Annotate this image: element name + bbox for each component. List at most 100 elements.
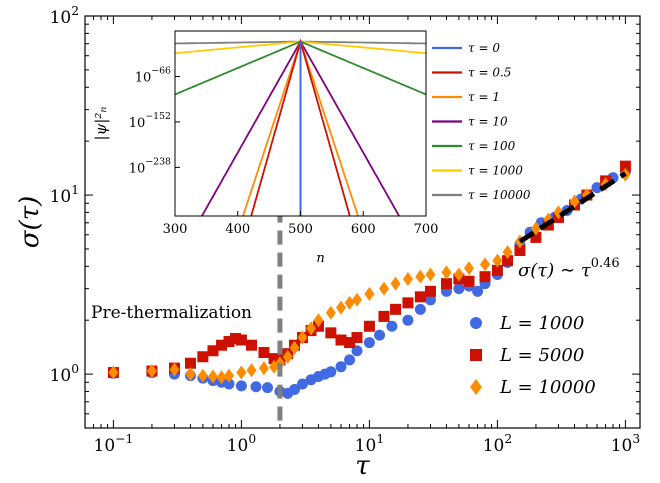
data-point (223, 368, 234, 383)
inset-legend-label: τ = 0 (468, 41, 500, 55)
data-point (246, 339, 258, 351)
data-point (146, 364, 157, 379)
x-tick-label: 100 (227, 432, 256, 456)
data-point (306, 321, 317, 336)
data-point (378, 310, 390, 322)
data-point (463, 275, 475, 287)
inset-y-tick-label: 10−66 (135, 65, 171, 85)
inset-legend-label: τ = 1 (468, 90, 500, 104)
data-point (268, 353, 280, 365)
data-point (424, 285, 436, 297)
data-point (480, 257, 491, 272)
data-point (402, 314, 414, 326)
data-point (464, 261, 475, 276)
data-point (453, 267, 464, 282)
data-point (530, 231, 542, 243)
x-tick-label: 102 (483, 432, 512, 456)
data-point (184, 357, 196, 369)
data-point (108, 365, 119, 380)
inset-x-tick-label: 300 (163, 222, 188, 237)
y-axis-title: σ(τ) (15, 196, 45, 248)
inset-legend-label: τ = 1000 (468, 164, 523, 178)
x-axis-title: τ (355, 451, 370, 481)
data-point (479, 271, 491, 283)
data-point (425, 267, 436, 282)
main-axes-frame (84, 15, 641, 429)
data-point (289, 340, 300, 355)
data-point (352, 292, 363, 307)
data-point (351, 332, 363, 344)
data-point (492, 253, 503, 268)
data-point (297, 330, 308, 345)
legend-label: L = 1000 (499, 313, 584, 334)
inset-x-tick-label: 400 (225, 222, 250, 237)
data-point (250, 381, 262, 393)
data-point (236, 365, 247, 380)
data-point (216, 339, 228, 351)
data-point (197, 351, 209, 363)
x-tick-label: 10−1 (94, 432, 134, 456)
data-point (591, 182, 603, 194)
data-point (472, 285, 484, 297)
data-point (374, 329, 386, 341)
inset-x-tick-label: 500 (288, 222, 313, 237)
data-point (414, 303, 426, 315)
data-point (390, 303, 402, 315)
data-point (296, 378, 308, 390)
inset-x-tick-label: 700 (414, 222, 439, 237)
inset-plot: 300 400 500 600 700 10−66 10−152 10−238 n |ψ|²ₙ τ … (92, 30, 531, 266)
data-point (325, 327, 337, 339)
data-point (390, 276, 401, 291)
data-point (258, 361, 269, 376)
data-point (530, 221, 541, 236)
legend-label: L = 10000 (499, 377, 596, 398)
inset-y-axis-title: |ψ|²ₙ (92, 107, 110, 141)
data-point (619, 160, 631, 172)
inset-legend-label: τ = 100 (468, 139, 516, 153)
data-point (363, 337, 375, 349)
data-point (223, 336, 235, 348)
y-tick-label: 102 (50, 4, 79, 28)
data-point (514, 245, 526, 257)
data-point (441, 265, 452, 280)
data-points-layer (107, 160, 631, 399)
data-point (185, 367, 196, 382)
data-point (258, 347, 270, 359)
data-point (378, 281, 389, 296)
inset-legend-label: τ = 0.5 (468, 66, 511, 80)
inset-y-tick-label: 10−152 (129, 111, 171, 131)
data-point (230, 333, 242, 345)
data-point (325, 366, 337, 378)
pre-thermalization-label: Pre-thermalization (91, 303, 252, 323)
data-point (313, 313, 324, 328)
data-point (325, 305, 336, 320)
main-legend: L = 1000 L = 5000 L = 10000 (470, 313, 596, 398)
inset-y-tick-label: 10−238 (129, 156, 171, 176)
data-point (502, 245, 513, 260)
data-point (335, 334, 347, 346)
legend-marker (470, 349, 482, 361)
inset-curves (175, 38, 426, 216)
data-point (453, 283, 465, 295)
x-tick-label: 101 (355, 432, 384, 456)
inset-legend-label: τ = 10000 (468, 188, 531, 202)
data-point (414, 291, 426, 303)
data-point (235, 380, 247, 392)
data-point (223, 378, 235, 390)
y-tick-label: 101 (50, 183, 79, 207)
data-point (169, 362, 180, 377)
data-point (208, 369, 219, 384)
main-ticks (84, 15, 640, 429)
data-point (344, 295, 355, 310)
legend-marker (470, 317, 482, 329)
data-point (502, 255, 514, 267)
data-point (235, 334, 247, 346)
data-point (402, 297, 414, 309)
data-point (344, 354, 356, 366)
data-point (336, 300, 347, 315)
data-point (335, 361, 347, 373)
legend-marker (470, 379, 482, 395)
data-point (424, 294, 436, 306)
data-point (440, 278, 452, 290)
